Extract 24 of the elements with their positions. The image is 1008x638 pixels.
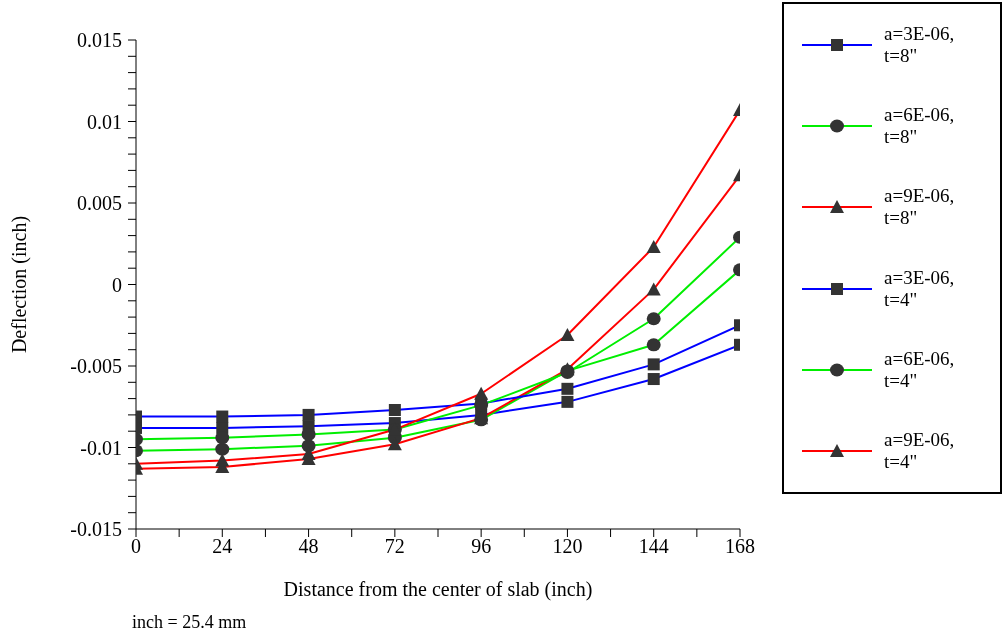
y-axis-title: Deflection (inch): [8, 215, 32, 354]
x-tick-label: 48: [298, 535, 319, 558]
y-tick-label: 0.005: [77, 192, 122, 215]
x-tick-label: 24: [212, 535, 233, 558]
y-tick-label: -0.01: [80, 436, 122, 459]
x-axis-title: Distance from the center of slab (inch): [282, 578, 594, 601]
y-tick-label: -0.005: [70, 355, 122, 378]
legend-label: a=3E-06, t=4": [884, 266, 955, 311]
legend-label: a=6E-06, t=4": [884, 347, 955, 392]
text: inch = 25.4 mm: [132, 612, 247, 633]
x-tick-label: 168: [725, 535, 755, 558]
x-tick-label: 96: [471, 535, 492, 558]
y-tick-label: -0.015: [70, 518, 122, 541]
legend-label: a=9E-06, t=8": [884, 185, 955, 230]
x-tick-label: 0: [131, 535, 141, 558]
legend-label: a=3E-06, t=8": [884, 22, 955, 67]
x-tick-label: 144: [638, 535, 669, 558]
y-tick-label: 0: [112, 273, 122, 296]
y-tick-label: 0.01: [87, 110, 122, 133]
x-tick-label: 72: [384, 535, 405, 558]
legend-label: a=9E-06, t=4": [884, 429, 955, 474]
legend-label: a=6E-06, t=8": [884, 103, 955, 148]
x-tick-label: 120: [552, 535, 583, 558]
y-tick-label: 0.015: [77, 29, 122, 52]
